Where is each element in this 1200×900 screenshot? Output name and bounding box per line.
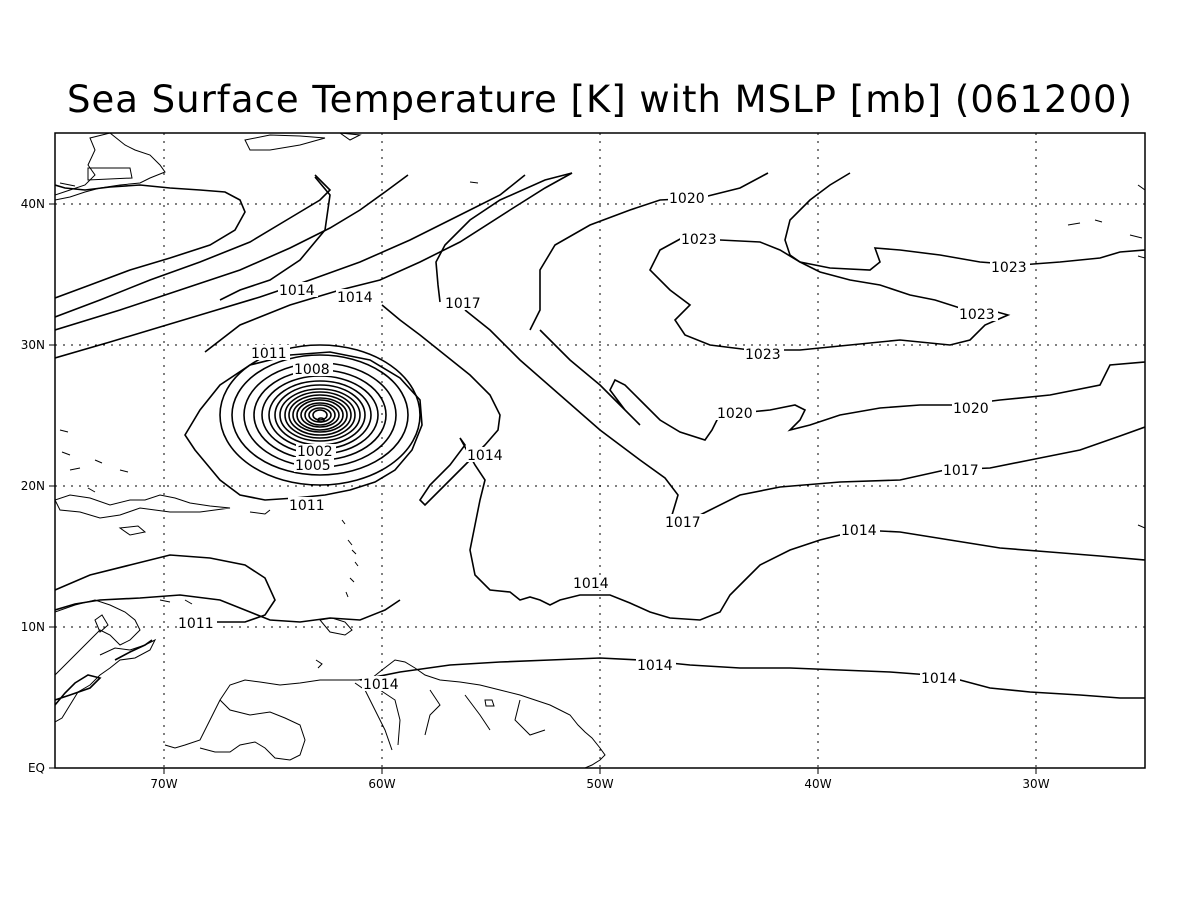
contour-label: 1017 [665, 515, 701, 531]
contour-label: 1023 [745, 347, 781, 363]
contour-label: 1014 [921, 671, 957, 687]
contour-labels: 1014 1014 1017 1020 1023 1023 1023 1023 … [177, 190, 1030, 693]
map-frame [54, 132, 1146, 769]
contour-label: 1014 [841, 523, 877, 539]
lon-tick-label: 50W [586, 777, 613, 791]
contour-label: 1008 [294, 362, 330, 378]
contour-label: 1011 [178, 616, 214, 632]
contour-label: 1023 [681, 232, 717, 248]
lon-tick-labels: 70W 60W 50W 40W 30W [150, 777, 1049, 791]
coastlines [55, 133, 1145, 768]
lon-tick-label: 30W [1022, 777, 1049, 791]
contour-label: 1017 [943, 463, 979, 479]
contour-label: 1014 [467, 448, 503, 464]
map-title: Sea Surface Temperature [K] with MSLP [m… [66, 78, 1134, 121]
lat-tick-label: EQ [28, 761, 45, 775]
contour-label: 1020 [953, 401, 989, 417]
contour-label: 1014 [363, 677, 399, 693]
lon-tick-label: 40W [804, 777, 831, 791]
contour-label: 1020 [717, 406, 753, 422]
lat-tick-label: 30N [21, 338, 45, 352]
axis-ticks [49, 203, 1037, 774]
contour-label: 1002 [297, 444, 333, 460]
lat-tick-label: 10N [21, 620, 45, 634]
contour-label: 1011 [289, 498, 325, 514]
contour-label: 1023 [959, 307, 995, 323]
lat-tick-labels: 40N 30N 20N 10N EQ [21, 197, 45, 775]
contour-label: 1005 [295, 458, 331, 474]
contour-label: 1011 [251, 346, 287, 362]
contour-label: 1014 [279, 283, 315, 299]
contour-label: 1014 [573, 576, 609, 592]
gridlines [55, 133, 1145, 768]
lon-tick-label: 70W [150, 777, 177, 791]
contour-label: 1017 [445, 296, 481, 312]
contour-label: 1014 [337, 290, 373, 306]
lon-tick-label: 60W [368, 777, 395, 791]
low-pressure-center [219, 344, 421, 486]
contour-label: 1014 [637, 658, 673, 674]
lat-tick-label: 20N [21, 479, 45, 493]
contour-label: 1020 [669, 191, 705, 207]
lat-tick-label: 40N [21, 197, 45, 211]
contour-label: 1023 [991, 260, 1027, 276]
